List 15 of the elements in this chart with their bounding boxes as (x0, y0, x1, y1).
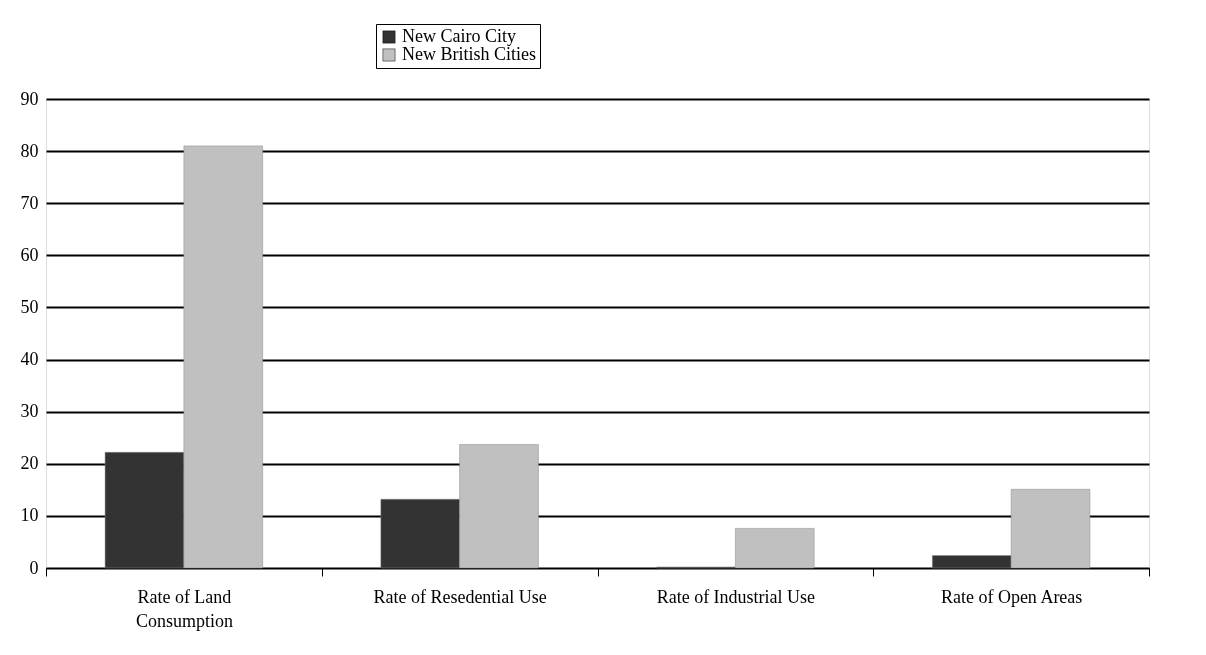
y-tick-label: 0 (29, 557, 39, 578)
x-tick-label: Rate of Land Consumption (135, 586, 233, 631)
legend-label: New Cairo City (402, 26, 516, 46)
y-tick-label: 40 (20, 349, 39, 370)
y-tick-label: 50 (20, 296, 39, 317)
y-tick-label: 20 (20, 453, 39, 474)
x-tick-label: Rate of Resedential Use (373, 586, 547, 607)
y-tick-label: 90 (20, 88, 39, 109)
y-tick-label: 10 (20, 505, 39, 526)
y-tick-label: 30 (20, 401, 39, 422)
y-tick-label: 80 (20, 140, 39, 161)
x-tick-label: Rate of Industrial Use (656, 586, 816, 607)
y-tick-label: 60 (20, 244, 39, 265)
y-tick-label: 70 (20, 192, 39, 213)
x-tick-label: Rate of Open Areas (940, 586, 1083, 607)
